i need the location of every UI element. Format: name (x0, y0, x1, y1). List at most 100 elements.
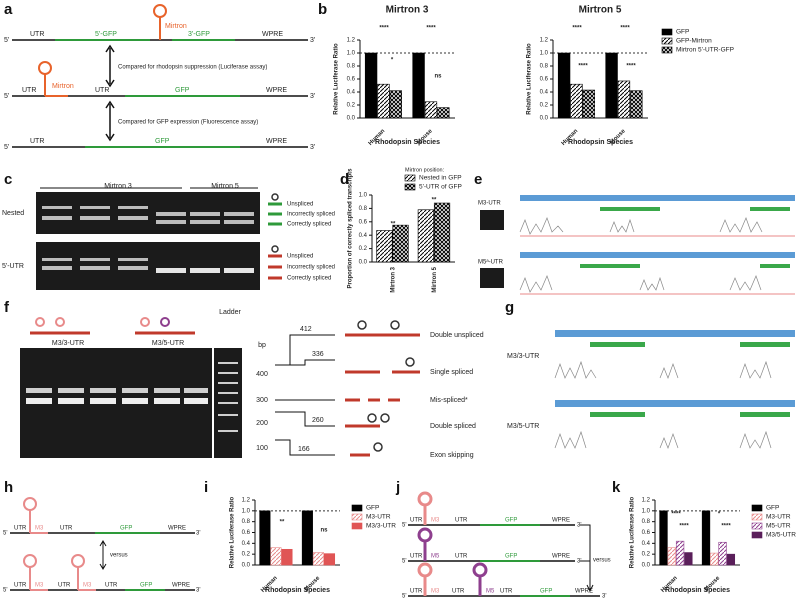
y-tick-label: 1.0 (540, 51, 549, 57)
product-label: Double spliced (430, 423, 476, 430)
label: UTR (500, 589, 513, 595)
y-tick-label: 0.2 (642, 552, 651, 558)
significance: **** (626, 64, 636, 70)
label: UTR (30, 31, 44, 38)
label: 5' (402, 559, 406, 565)
legend-swatch (404, 174, 416, 182)
y-tick-label: 0.4 (347, 90, 356, 96)
label: UTR (455, 554, 468, 560)
significance: ** (280, 520, 285, 526)
y-tick-label: 0.4 (540, 90, 549, 96)
legend-label: M5-UTR (766, 523, 791, 530)
label: 5' (4, 37, 9, 44)
panel-label: e (474, 171, 482, 188)
sample-label: M3/3-UTR (507, 353, 539, 360)
size-label: 336 (312, 351, 324, 358)
legend-title: Mirtron position: (405, 167, 445, 173)
panel-label: g (505, 299, 514, 316)
bar (389, 90, 402, 119)
x-tick-label: Mirtron 5 (432, 266, 438, 292)
label: UTR (58, 583, 71, 589)
legend-swatch (351, 513, 363, 521)
bar (701, 510, 711, 566)
legend-label: Unspliced (287, 254, 313, 260)
label: WPRE (168, 526, 186, 532)
label: 3' (196, 531, 200, 537)
label: 3' (310, 37, 315, 44)
label: WPRE (266, 138, 287, 145)
label: M3 (83, 583, 92, 589)
significance: **** (578, 64, 588, 70)
label: WPRE (552, 518, 570, 524)
legend-label: Incorrectly spliced (287, 265, 335, 271)
bar (570, 83, 583, 119)
legend-swatch (351, 522, 363, 530)
label: UTR (95, 87, 109, 94)
significance: **** (379, 26, 389, 32)
label: 3' (577, 523, 581, 529)
label: GFP (140, 583, 152, 589)
label: Compared for rhodopsin suppression (Luci… (118, 65, 267, 71)
label: WPRE (262, 31, 283, 38)
x-axis-label: Rhodopsin Species (665, 587, 730, 594)
x-axis-label: Rhodopsin Species (568, 139, 633, 146)
label: M3 (35, 526, 44, 532)
panel-label: f (4, 299, 10, 316)
label: M3 (35, 583, 44, 589)
product-label: Double unspliced (430, 332, 484, 339)
y-tick-label: 0.8 (359, 206, 368, 212)
y-tick-label: 0.0 (347, 116, 356, 122)
label: versus (110, 553, 128, 559)
label: 5' (3, 531, 7, 537)
size-label: 166 (298, 446, 310, 453)
lane-label: Mirtron 3 (104, 183, 132, 190)
legend-swatch (751, 522, 763, 530)
label: UTR (60, 526, 73, 532)
y-tick-label: 0.2 (347, 103, 356, 109)
bar (617, 80, 631, 119)
label: 3'-GFP (188, 31, 210, 38)
chart-title: Mirtron 3 (386, 5, 429, 16)
y-tick-label: 1.0 (642, 508, 651, 514)
label: 3' (196, 588, 200, 594)
y-tick-label: 0.8 (242, 519, 251, 525)
bar (437, 107, 450, 119)
size-label: 260 (312, 417, 324, 424)
y-axis-label: Relative Luciferase Ratio (230, 496, 236, 568)
panel-h: 5' UTR M3 UTR GFP WPRE 3' versus 5' UTR … (3, 497, 200, 594)
label: 3' (577, 559, 581, 565)
bar (376, 230, 393, 263)
y-tick-label: 0.0 (540, 116, 549, 122)
x-tick-label: Mirtron 3 (390, 266, 396, 292)
y-tick-label: 0.6 (540, 77, 549, 83)
label: WPRE (575, 589, 593, 595)
y-axis-label: Relative Luciferase Ratio (527, 43, 533, 115)
bar (710, 552, 719, 566)
panel-label: k (612, 479, 621, 496)
bar (281, 548, 293, 566)
y-tick-label: 0.0 (359, 260, 368, 266)
label: GFP (175, 87, 190, 94)
panel-a: 5' UTR 5'-GFP Mirtron 3'-GFP WPRE 3' Com… (4, 4, 315, 151)
label: 3' (602, 594, 606, 600)
legend-swatch (661, 46, 673, 54)
legend-label: GFP (766, 505, 779, 512)
label: 5' (3, 588, 7, 594)
label: GFP (120, 526, 132, 532)
y-tick-label: 1.2 (642, 498, 651, 504)
bar (667, 547, 676, 566)
y-tick-label: 0.8 (642, 519, 651, 525)
panel-label: d (340, 171, 349, 188)
label: 5' (402, 594, 406, 600)
legend-swatch (751, 513, 763, 521)
legend-label: Correctly spliced (287, 276, 331, 282)
significance: * (391, 58, 394, 64)
bar (605, 52, 618, 119)
product-label: Mis-spliced* (430, 397, 468, 404)
bar (259, 510, 271, 566)
legend-label: M3/3-UTR (366, 523, 396, 530)
panel-label: b (318, 1, 327, 18)
panel-label: h (4, 479, 13, 496)
label: 3' (310, 144, 315, 151)
